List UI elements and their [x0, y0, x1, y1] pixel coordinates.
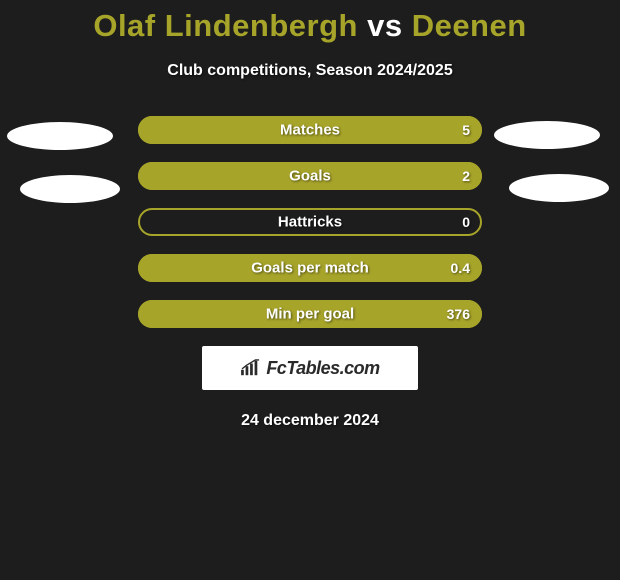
stat-row: Goals per match 0.4 [138, 254, 482, 282]
decorative-blob [494, 121, 600, 149]
stat-row: Hattricks 0 [138, 208, 482, 236]
stat-row: Min per goal 376 [138, 300, 482, 328]
stat-label: Goals per match [251, 260, 369, 277]
stat-value-right: 0.4 [451, 260, 470, 276]
stat-value-right: 0 [462, 214, 470, 230]
date-text: 24 december 2024 [0, 412, 620, 430]
decorative-blob [509, 174, 609, 202]
stat-label: Goals [289, 168, 331, 185]
chart-icon [240, 359, 262, 377]
stat-value-right: 5 [462, 122, 470, 138]
stat-label: Matches [280, 122, 340, 139]
stat-label: Hattricks [278, 214, 342, 231]
player1-name: Olaf Lindenbergh [93, 8, 358, 43]
branding-badge: FcTables.com [202, 346, 418, 390]
branding-text: FcTables.com [266, 358, 379, 379]
decorative-blob [7, 122, 113, 150]
stats-container: Matches 5 Goals 2 Hattricks 0 Goals per match 0… [138, 116, 482, 328]
subtitle: Club competitions, Season 2024/2025 [0, 62, 620, 80]
vs-text: vs [367, 8, 402, 43]
stat-label: Min per goal [266, 306, 354, 323]
stat-value-right: 376 [447, 306, 470, 322]
comparison-title: Olaf Lindenbergh vs Deenen [0, 0, 620, 44]
stat-row: Goals 2 [138, 162, 482, 190]
stat-value-right: 2 [462, 168, 470, 184]
stat-row: Matches 5 [138, 116, 482, 144]
player2-name: Deenen [412, 8, 527, 43]
decorative-blob [20, 175, 120, 203]
